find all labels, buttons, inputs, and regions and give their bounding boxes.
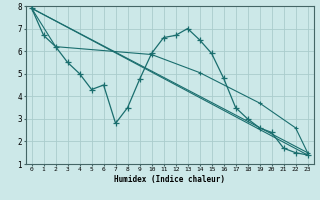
X-axis label: Humidex (Indice chaleur): Humidex (Indice chaleur) xyxy=(114,175,225,184)
